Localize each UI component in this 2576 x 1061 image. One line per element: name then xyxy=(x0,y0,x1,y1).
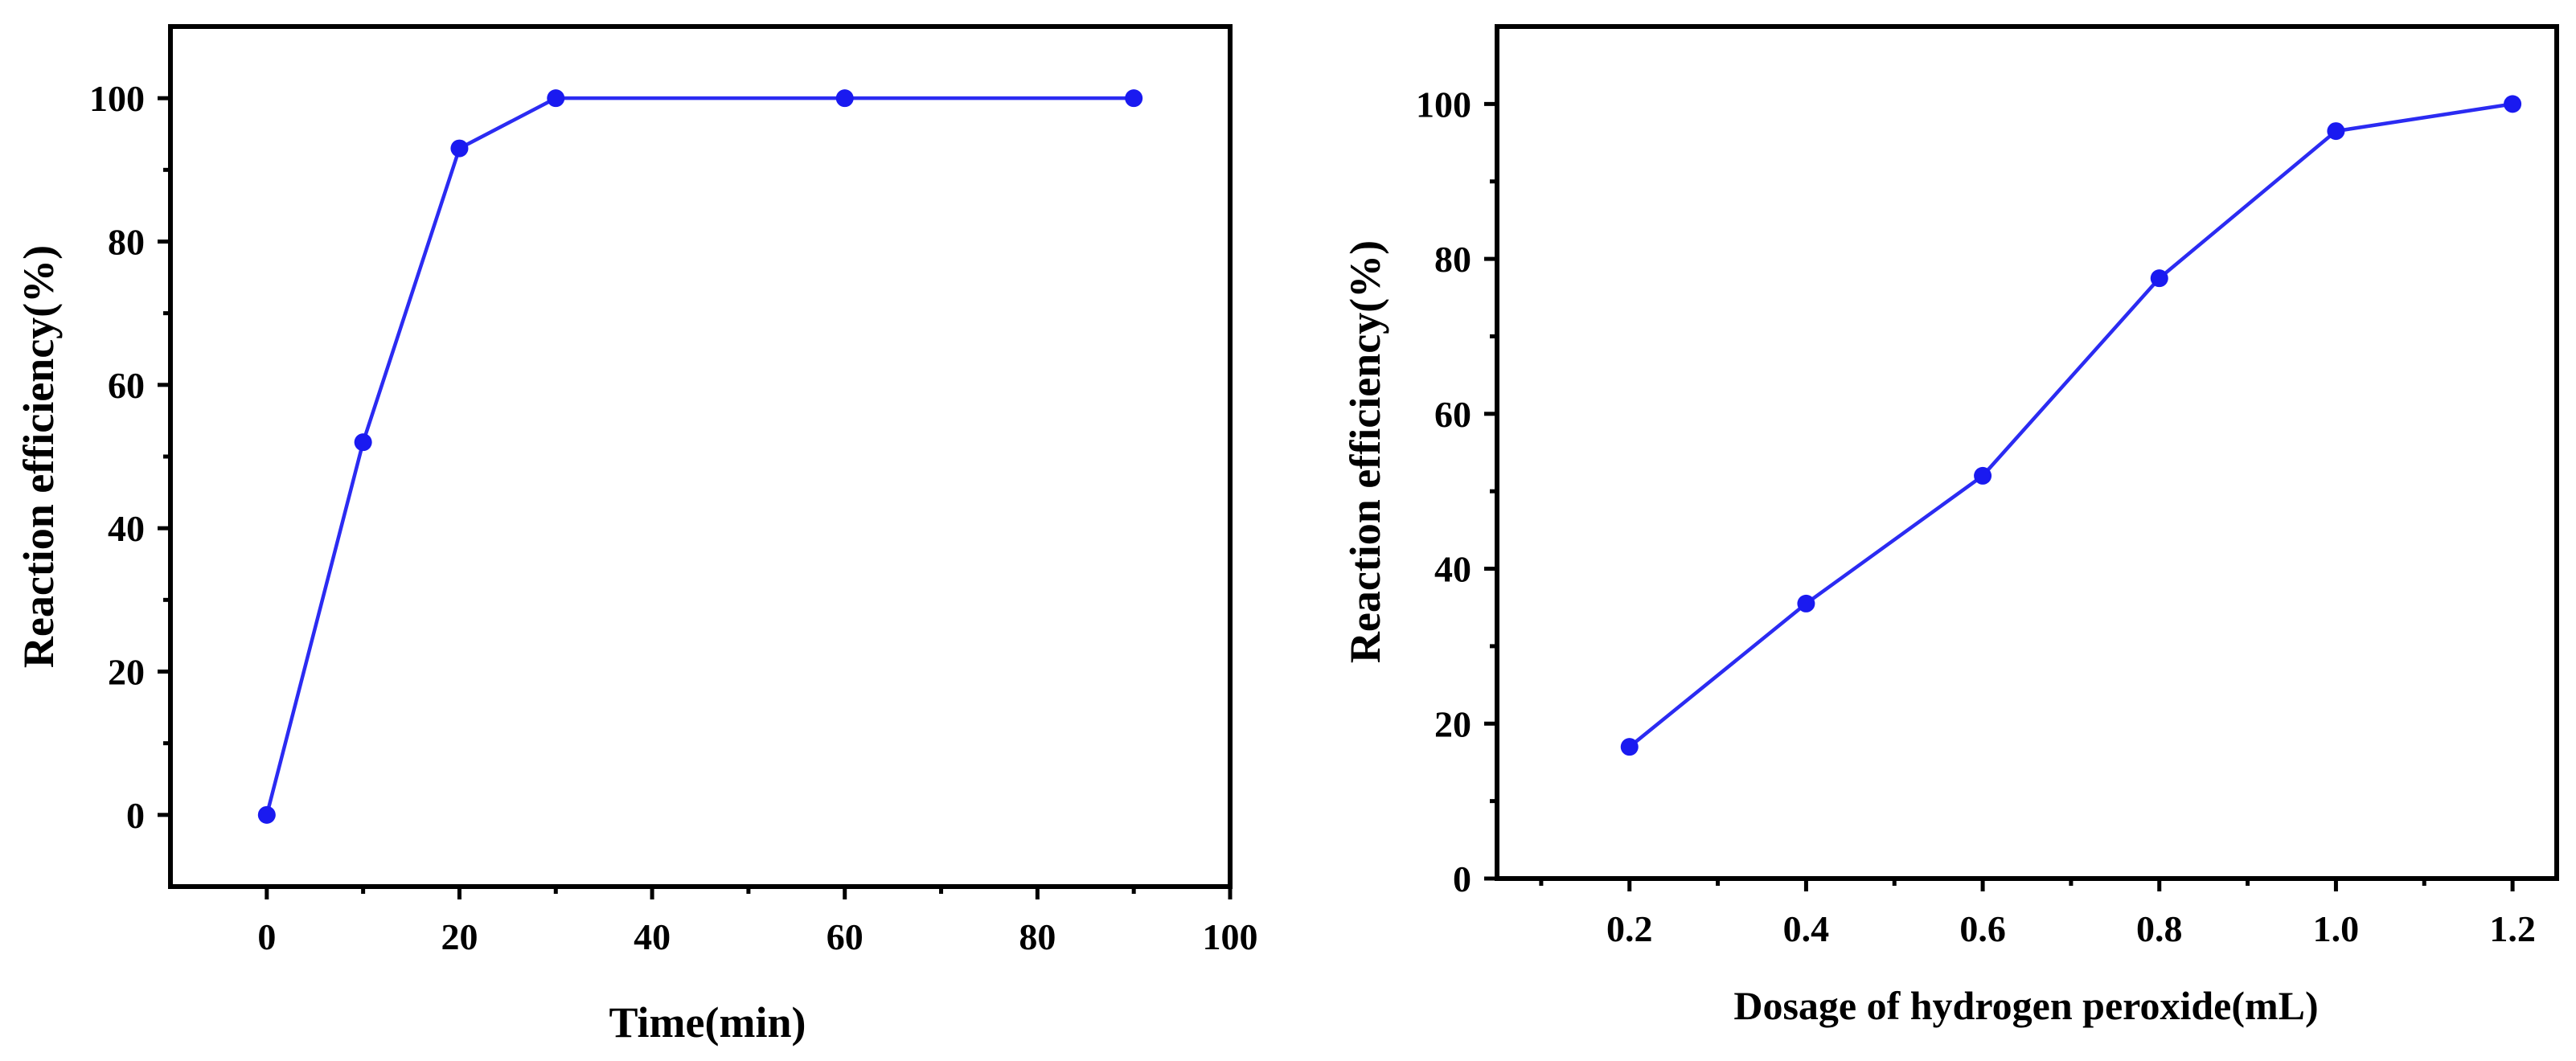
data-point xyxy=(257,805,276,824)
x-tick-label: 40 xyxy=(634,916,671,957)
x-tick-label: 100 xyxy=(1203,916,1258,957)
y-tick-label: 80 xyxy=(1434,239,1471,280)
series-line xyxy=(1628,102,2513,748)
y-axis-title: Reaction efficiency(%) xyxy=(1341,240,1389,663)
x-tick-label: 1.2 xyxy=(2489,908,2536,949)
data-point xyxy=(547,89,565,108)
plot-frame xyxy=(168,24,1233,889)
y-tick-label: 40 xyxy=(108,508,145,549)
x-tick-label: 1.0 xyxy=(2313,908,2360,949)
chart-dosage: 0.2 0.4 0.6 0.8 1.0 1.2 0 20 40 60 80 100 Dosage of… xyxy=(1341,24,2559,1028)
y-axis-title: Reaction efficiency(%) xyxy=(14,245,63,668)
x-tick-label: 60 xyxy=(827,916,863,957)
tick-labels: 0 20 40 60 80 100 0 20 40 60 80 100 xyxy=(89,78,1258,957)
data-point xyxy=(2504,95,2522,113)
y-tick-label: 20 xyxy=(108,652,145,693)
tick-labels: 0.2 0.4 0.6 0.8 1.0 1.2 0 20 40 60 80 100 xyxy=(1416,84,2536,949)
y-tick-label: 40 xyxy=(1434,549,1471,590)
plot-frame xyxy=(1495,24,2559,881)
data-point xyxy=(2150,269,2168,288)
x-tick-label: 0.4 xyxy=(1783,908,1830,949)
x-tick-label: 20 xyxy=(441,916,478,957)
series-line xyxy=(265,96,1134,816)
tick-marks xyxy=(158,96,1233,899)
x-axis-title: Dosage of hydrogen peroxide(mL) xyxy=(1733,983,2318,1028)
data-point xyxy=(354,433,372,452)
chart-time: 0 20 40 60 80 100 0 20 40 60 80 100 Time(min) React… xyxy=(14,24,1258,1047)
data-point xyxy=(2327,122,2345,141)
data-point xyxy=(1797,594,1815,612)
tick-marks xyxy=(1484,101,2515,891)
series-group xyxy=(257,89,1143,824)
y-tick-label: 20 xyxy=(1434,703,1471,744)
y-tick-label: 100 xyxy=(89,78,145,119)
x-tick-label: 80 xyxy=(1019,916,1056,957)
data-point xyxy=(450,139,469,158)
y-tick-label: 100 xyxy=(1416,84,1471,125)
x-tick-label: 0.8 xyxy=(2136,908,2183,949)
y-tick-label: 0 xyxy=(126,795,145,836)
data-point xyxy=(835,89,854,108)
x-tick-label: 0.6 xyxy=(1959,908,2006,949)
data-point xyxy=(1620,738,1639,756)
y-tick-label: 60 xyxy=(1434,394,1471,435)
data-point xyxy=(1974,466,1992,485)
y-tick-label: 60 xyxy=(108,365,145,406)
data-point xyxy=(1125,89,1143,108)
y-tick-label: 80 xyxy=(108,222,145,263)
x-axis-title: Time(min) xyxy=(609,998,806,1047)
x-tick-label: 0.2 xyxy=(1606,908,1653,949)
x-tick-label: 0 xyxy=(257,916,276,957)
series-group xyxy=(1620,95,2522,756)
y-tick-label: 0 xyxy=(1453,858,1471,899)
